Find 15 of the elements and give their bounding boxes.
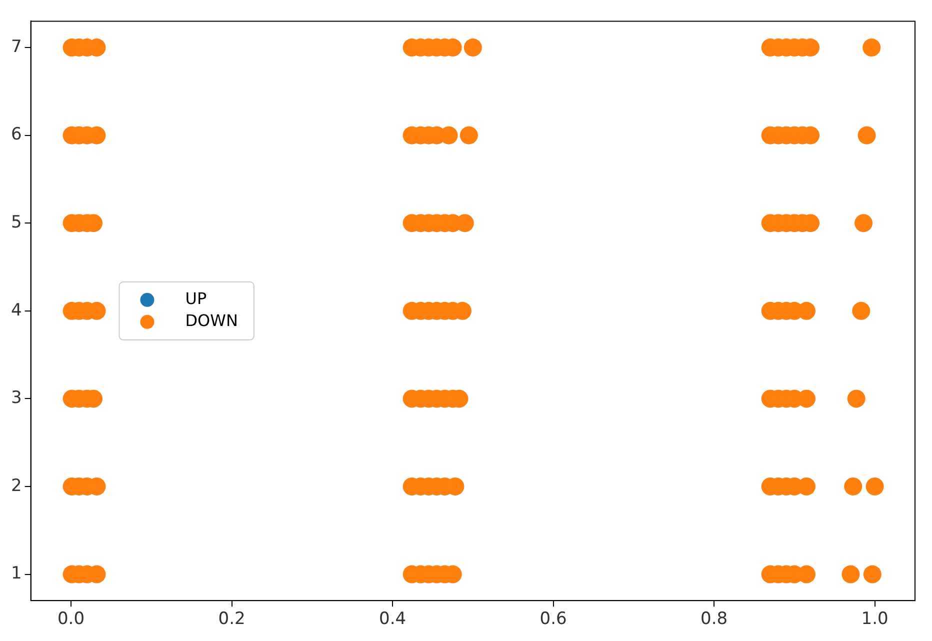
y-tick-label: 4 (10, 300, 22, 320)
x-tick-label: 0.8 (700, 609, 728, 630)
y-tick-label: 7 (10, 36, 22, 57)
x-tick-label: 0.6 (540, 609, 567, 630)
legend-label: UP (185, 289, 207, 308)
x-tick-label: 0.4 (379, 609, 406, 630)
y-tick-label: 3 (10, 388, 22, 408)
legend-label: DOWN (185, 311, 238, 330)
x-tick-label: 0.2 (218, 609, 246, 630)
x-tick-label: 0.0 (57, 609, 85, 630)
y-tick-label: 1 (10, 564, 22, 584)
y-tick-label: 5 (10, 212, 22, 233)
x-tick-label: 1.0 (861, 609, 888, 630)
y-tick-label: 6 (10, 124, 22, 145)
y-tick-label: 2 (10, 476, 22, 496)
